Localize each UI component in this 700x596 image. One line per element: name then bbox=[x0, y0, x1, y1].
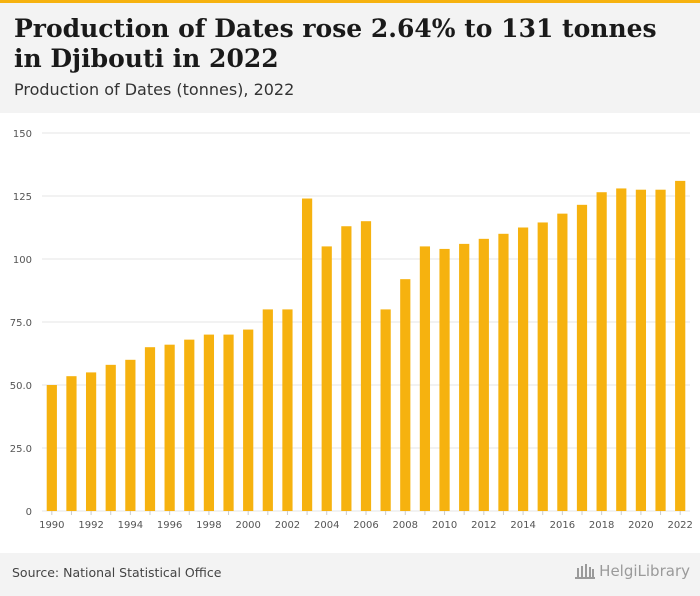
bar-1993[interactable] bbox=[105, 364, 116, 511]
bar-2002[interactable] bbox=[282, 309, 293, 511]
bar-1996[interactable] bbox=[164, 344, 175, 511]
bar-2016[interactable] bbox=[557, 213, 568, 511]
bar-1998[interactable] bbox=[203, 334, 215, 511]
x-axis-ticks: 1990 1992 1994 1996 1998 2000 2002 2004 2006 2008… bbox=[39, 511, 693, 531]
x-tick-label: 2002 bbox=[275, 520, 300, 531]
bar-1990[interactable] bbox=[46, 385, 57, 511]
x-tick-label: 2012 bbox=[471, 520, 496, 531]
bar-2013[interactable] bbox=[498, 233, 509, 512]
bar-2015[interactable] bbox=[537, 222, 548, 511]
bar-2009[interactable] bbox=[419, 246, 431, 511]
brand-name: HelgiLibrary bbox=[599, 562, 690, 580]
bar-2010[interactable] bbox=[439, 248, 450, 512]
x-tick-label: 1990 bbox=[39, 520, 64, 531]
bar-2006[interactable] bbox=[360, 221, 372, 511]
x-tick-label: 2022 bbox=[667, 520, 692, 531]
bar-1992[interactable] bbox=[85, 372, 97, 511]
bar-2007[interactable] bbox=[380, 309, 391, 511]
y-tick-label: 0 bbox=[26, 507, 32, 518]
bar-2011[interactable] bbox=[459, 243, 470, 511]
chart-title: Production of Dates rose 2.64% to 131 to… bbox=[14, 14, 657, 73]
library-building-icon bbox=[575, 564, 596, 579]
x-tick-label: 2000 bbox=[235, 520, 260, 531]
bar-1997[interactable] bbox=[184, 339, 195, 511]
bar-1991[interactable] bbox=[66, 376, 77, 511]
x-tick-label: 2020 bbox=[628, 520, 653, 531]
x-tick-label: 2014 bbox=[510, 520, 535, 531]
x-tick-label: 1994 bbox=[118, 520, 143, 531]
bar-2017[interactable] bbox=[576, 204, 588, 511]
x-tick-label: 1998 bbox=[196, 520, 221, 531]
bar-2008[interactable] bbox=[400, 279, 411, 511]
source-note: Source: National Statistical Office bbox=[12, 565, 222, 580]
bar-2018[interactable] bbox=[596, 192, 607, 511]
bar-2003[interactable] bbox=[301, 198, 313, 511]
bars bbox=[46, 180, 686, 512]
x-tick-label: 2008 bbox=[393, 520, 418, 531]
bar-2000[interactable] bbox=[243, 329, 254, 511]
bar-1994[interactable] bbox=[125, 359, 136, 511]
bar-2019[interactable] bbox=[616, 188, 627, 511]
bar-1999[interactable] bbox=[223, 334, 234, 511]
x-tick-label: 2004 bbox=[314, 520, 339, 531]
header: Production of Dates rose 2.64% to 131 to… bbox=[0, 0, 700, 113]
bar-2020[interactable] bbox=[635, 189, 647, 511]
x-tick-label: 1992 bbox=[78, 520, 103, 531]
bar-2014[interactable] bbox=[517, 227, 529, 512]
footer: Source: National Statistical Office Helg… bbox=[0, 553, 700, 596]
x-tick-label: 2018 bbox=[589, 520, 614, 531]
y-tick-label: 75.0 bbox=[10, 318, 32, 329]
bar-2021[interactable] bbox=[655, 189, 666, 511]
brand-logo[interactable]: HelgiLibrary bbox=[574, 562, 690, 580]
bar-2022[interactable] bbox=[675, 180, 686, 511]
y-tick-label: 125 bbox=[13, 192, 32, 203]
bar-2005[interactable] bbox=[341, 226, 352, 511]
x-tick-label: 2006 bbox=[353, 520, 378, 531]
y-tick-label: 50.0 bbox=[10, 381, 32, 392]
y-tick-label: 150 bbox=[13, 129, 32, 140]
accent-bar bbox=[0, 0, 700, 3]
bar-2012[interactable] bbox=[478, 238, 489, 511]
chart-area: 0 25.0 50.0 75.0 100 125 150 1990 1992 1994 1996 1… bbox=[0, 113, 700, 553]
bar-2001[interactable] bbox=[262, 309, 273, 511]
y-axis-ticks: 0 25.0 50.0 75.0 100 125 150 bbox=[10, 129, 32, 518]
y-tick-label: 25.0 bbox=[10, 444, 32, 455]
x-tick-label: 2016 bbox=[550, 520, 575, 531]
bar-1995[interactable] bbox=[144, 347, 156, 511]
y-tick-label: 100 bbox=[13, 255, 32, 266]
chart-subtitle: Production of Dates (tonnes), 2022 bbox=[14, 80, 295, 99]
bar-2004[interactable] bbox=[321, 246, 332, 511]
x-tick-label: 2010 bbox=[432, 520, 457, 531]
x-tick-label: 1996 bbox=[157, 520, 182, 531]
